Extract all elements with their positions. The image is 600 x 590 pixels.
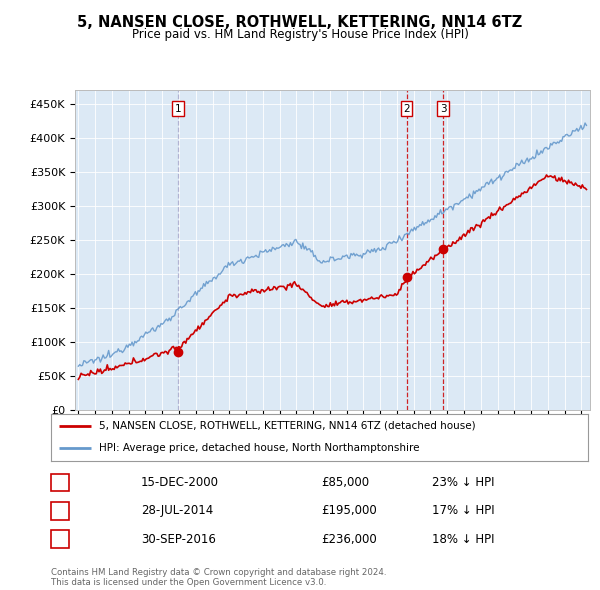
Text: £236,000: £236,000 [321,533,377,546]
Text: £195,000: £195,000 [321,504,377,517]
Text: 3: 3 [56,533,64,546]
Text: 3: 3 [440,104,446,114]
Text: HPI: Average price, detached house, North Northamptonshire: HPI: Average price, detached house, Nort… [100,443,420,453]
Text: 23% ↓ HPI: 23% ↓ HPI [432,476,494,489]
Text: 17% ↓ HPI: 17% ↓ HPI [432,504,494,517]
Text: 2: 2 [56,504,64,517]
Text: 2: 2 [403,104,410,114]
Text: 5, NANSEN CLOSE, ROTHWELL, KETTERING, NN14 6TZ: 5, NANSEN CLOSE, ROTHWELL, KETTERING, NN… [77,15,523,30]
Text: 18% ↓ HPI: 18% ↓ HPI [432,533,494,546]
Text: 1: 1 [175,104,182,114]
Text: 1: 1 [56,476,64,489]
Text: £85,000: £85,000 [321,476,369,489]
Text: 5, NANSEN CLOSE, ROTHWELL, KETTERING, NN14 6TZ (detached house): 5, NANSEN CLOSE, ROTHWELL, KETTERING, NN… [100,421,476,431]
Text: 30-SEP-2016: 30-SEP-2016 [141,533,216,546]
Text: Price paid vs. HM Land Registry's House Price Index (HPI): Price paid vs. HM Land Registry's House … [131,28,469,41]
Text: Contains HM Land Registry data © Crown copyright and database right 2024.
This d: Contains HM Land Registry data © Crown c… [51,568,386,587]
Text: 15-DEC-2000: 15-DEC-2000 [141,476,219,489]
Text: 28-JUL-2014: 28-JUL-2014 [141,504,213,517]
